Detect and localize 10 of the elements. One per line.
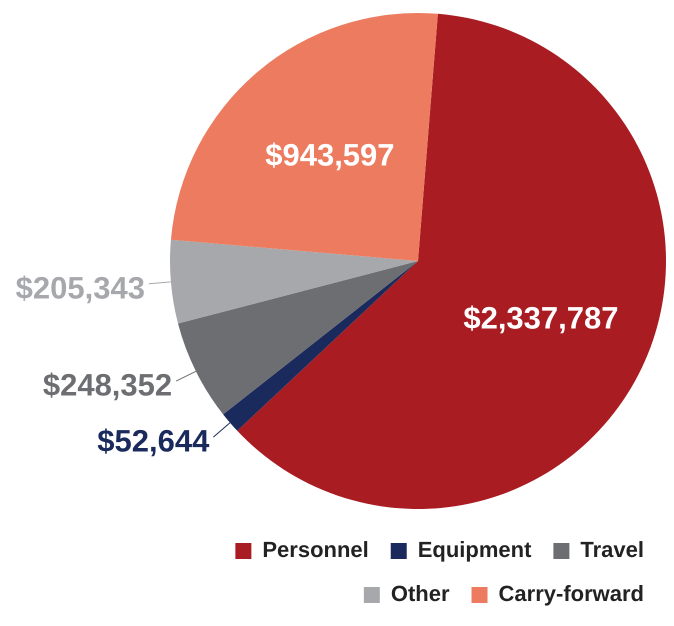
legend-label: Carry-forward [498, 581, 644, 606]
legend-label: Personnel [262, 537, 369, 562]
data-label: $248,352 [42, 368, 172, 403]
data-label: $943,597 [265, 137, 395, 172]
legend-label: Travel [580, 537, 644, 562]
data-label: $2,337,787 [463, 300, 618, 336]
legend-label: Equipment [418, 537, 532, 562]
data-label: $205,343 [16, 270, 145, 306]
data-label: $52,644 [97, 424, 210, 459]
legend-label: Other [390, 581, 450, 606]
